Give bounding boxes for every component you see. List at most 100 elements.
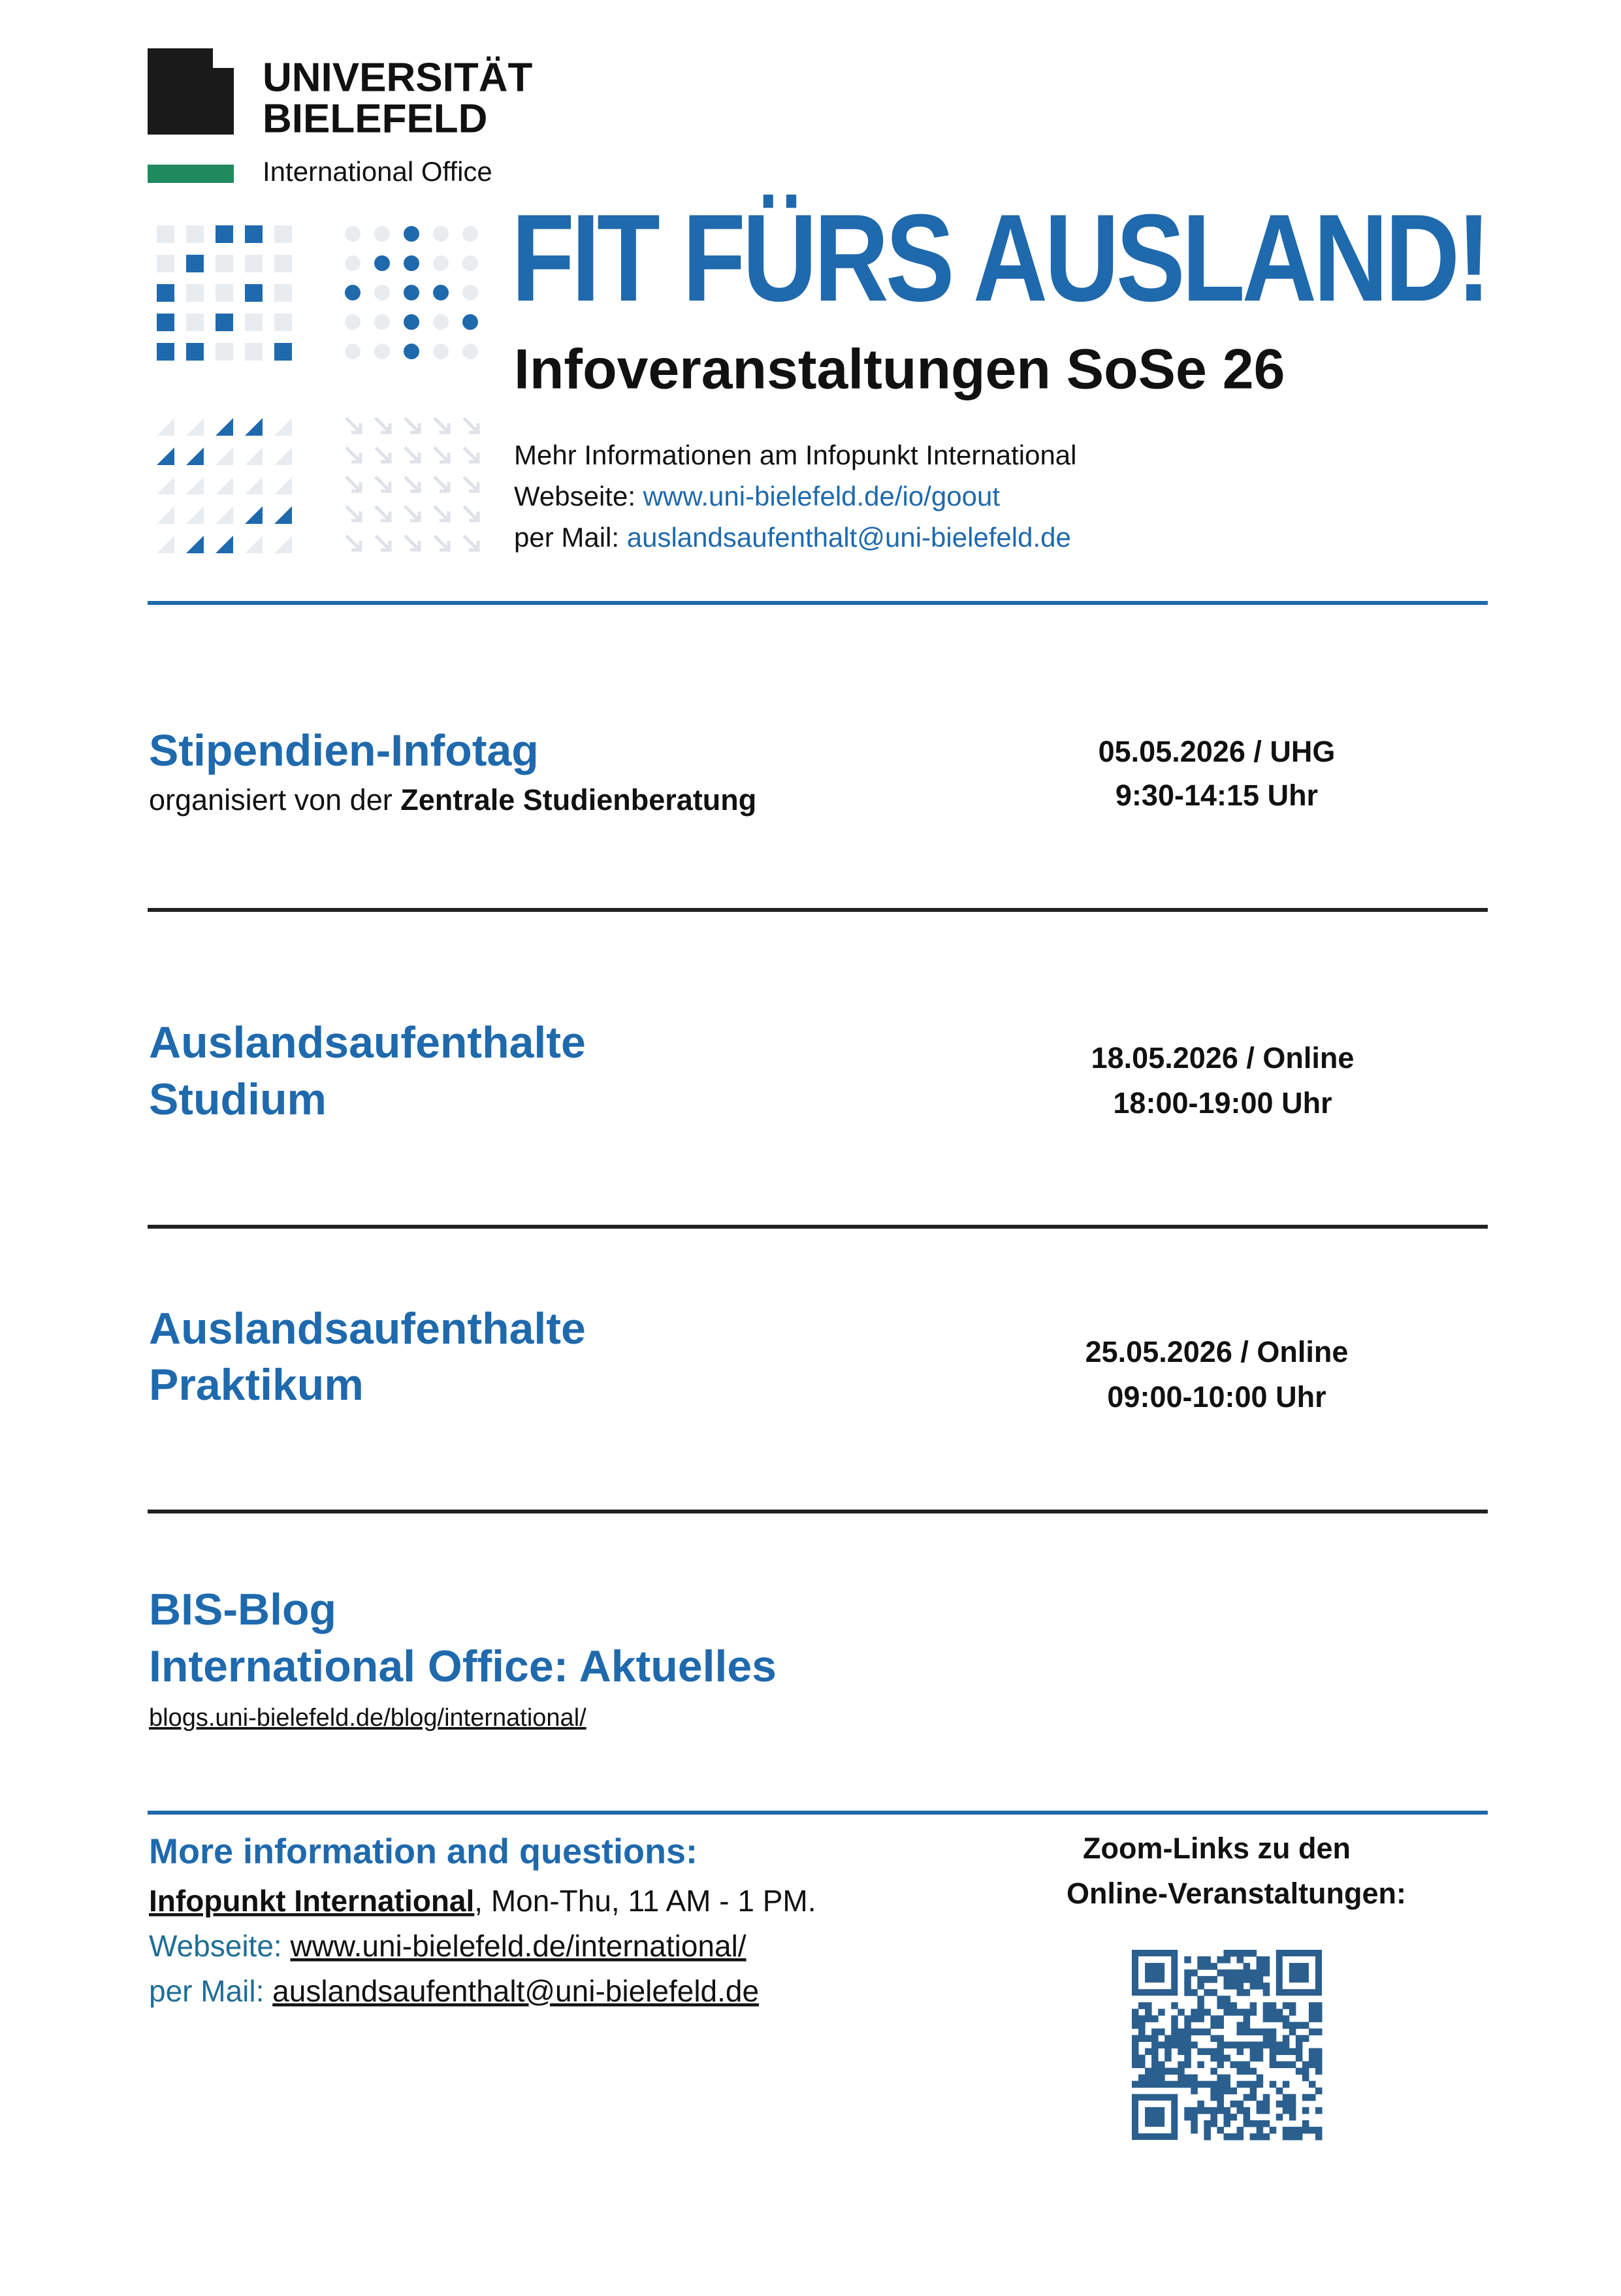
qr-module [1210, 1963, 1217, 1970]
qr-module [1308, 2061, 1316, 2069]
qr-module [1204, 2126, 1211, 2134]
qr-module [1282, 2035, 1290, 2042]
decor-square [245, 225, 263, 243]
decor-pattern [157, 225, 480, 553]
qr-module [1204, 1956, 1211, 1964]
qr-module [1236, 2067, 1244, 2075]
decor-arrow [462, 417, 480, 434]
rule [148, 1510, 1488, 1513]
qr-module [1256, 1969, 1264, 1977]
qr-module [1184, 1989, 1191, 1996]
decor-square [157, 225, 174, 243]
contact-line: per Mail: auslandsaufenthalt@uni-bielefe… [149, 1974, 759, 2008]
qr-module [1171, 2041, 1178, 2049]
decor-arrow [433, 417, 451, 434]
qr-module [1282, 2133, 1290, 2141]
qr-module [1158, 2074, 1165, 2082]
qr-module [1243, 2028, 1251, 2035]
qr-module [1256, 2126, 1264, 2134]
qr-module [1210, 2094, 1217, 2101]
qr-module [1308, 2028, 1316, 2035]
qr-module [1256, 2080, 1264, 2088]
qr-module [1210, 2022, 1217, 2029]
qr-module [1151, 2035, 1159, 2042]
qr-finder [1145, 2107, 1165, 2127]
qr-module [1171, 2022, 1178, 2029]
qr-module [1302, 2126, 1309, 2134]
qr-module [1171, 2015, 1178, 2022]
decor-square [216, 255, 233, 272]
qr-module [1243, 2061, 1251, 2069]
qr-module [1243, 2041, 1251, 2049]
logo-bar [148, 165, 234, 183]
qr-module [1158, 2009, 1165, 2016]
qr-module [1230, 2009, 1238, 2016]
decor-square [245, 284, 263, 302]
qr-module [1315, 2028, 1323, 2035]
qr-module [1230, 2100, 1238, 2108]
qr-module [1302, 2035, 1309, 2042]
label: per Mail: [514, 522, 619, 553]
qr-module [1262, 2009, 1270, 2016]
qr-module [1145, 2035, 1152, 2042]
qr-module [1217, 2094, 1224, 2101]
decor-square [186, 314, 204, 331]
qr-module [1302, 2107, 1309, 2114]
decor-dot [462, 255, 478, 271]
qr-module [1178, 2067, 1185, 2075]
decor-arrow [404, 476, 421, 493]
link[interactable]: auslandsaufenthalt@uni-bielefeld.de [272, 1974, 759, 2008]
qr-module [1151, 2041, 1159, 2049]
decor-square [245, 343, 263, 361]
qr-module [1191, 2009, 1198, 2016]
qr-module [1262, 1956, 1270, 1964]
qr-module [1178, 2080, 1185, 2088]
decor-dot [374, 255, 390, 271]
qr-module [1210, 2080, 1217, 2088]
qr-module [1262, 2133, 1270, 2141]
qr-module [1197, 1996, 1204, 2003]
decor-arrow [404, 446, 421, 464]
qr-module [1249, 2094, 1257, 2101]
qr-module [1269, 2015, 1277, 2022]
qr-module [1151, 2067, 1159, 2075]
qr-module [1138, 2061, 1146, 2069]
decor-dot [404, 314, 419, 330]
qr-module [1197, 2107, 1204, 2114]
qr-module [1243, 1989, 1251, 1996]
decor-arrow [433, 476, 451, 493]
qr-module [1289, 2002, 1296, 2009]
blog-link[interactable]: blogs.uni-bielefeld.de/blog/internationa… [149, 1704, 586, 1732]
qr-module [1217, 2015, 1224, 2022]
qr-module [1171, 2028, 1178, 2035]
qr-module [1197, 1956, 1204, 1964]
qr-module [1315, 2087, 1323, 2095]
qr-module [1191, 2126, 1198, 2134]
qr-module [1184, 1956, 1191, 1964]
logo-unit: International Office [263, 156, 492, 187]
qr-module [1191, 2120, 1198, 2127]
decor-triangle [186, 477, 204, 494]
event-time: 18:00-19:00 Uhr [1113, 1086, 1332, 1120]
qr-module [1184, 1982, 1191, 1990]
qr-module [1191, 2028, 1198, 2035]
qr-module [1197, 1963, 1204, 1970]
qr-module [1302, 2074, 1309, 2082]
qr-module [1262, 1969, 1270, 1977]
qr-module [1243, 2094, 1251, 2101]
decor-triangle [186, 506, 204, 524]
qr-module [1191, 2041, 1198, 2049]
event-title: Auslandsaufenthalte [149, 1304, 586, 1353]
qr-module [1184, 1969, 1191, 1977]
qr-module [1210, 1989, 1217, 1996]
decor-triangle [157, 477, 174, 494]
qr-module [1243, 2009, 1251, 2016]
link[interactable]: www.uni-bielefeld.de/international/ [289, 1929, 746, 1963]
decor-square [216, 343, 233, 361]
qr-module [1210, 2015, 1217, 2022]
decor-triangle [186, 418, 204, 436]
qr-module [1282, 2080, 1290, 2088]
qr-module [1164, 2041, 1172, 2049]
qr-module [1132, 2035, 1139, 2042]
qr-module [1158, 2080, 1165, 2088]
